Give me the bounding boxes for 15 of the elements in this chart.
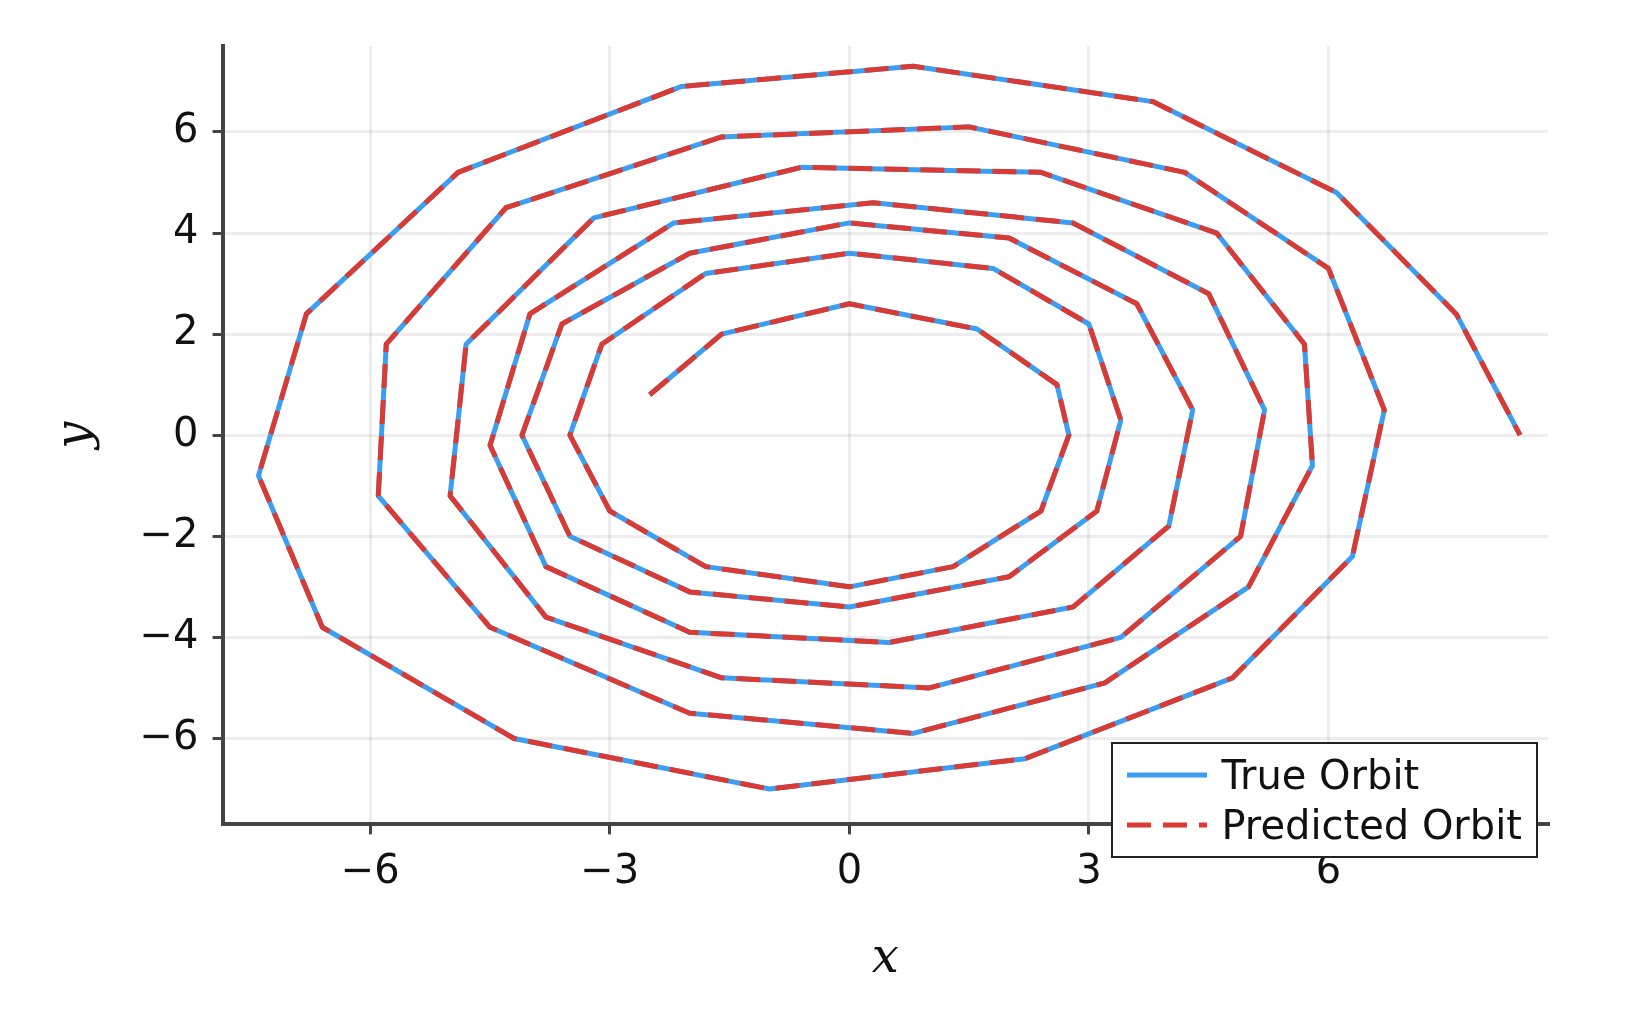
y-tick-label: 6 bbox=[173, 105, 199, 152]
y-tick-label: −2 bbox=[139, 509, 199, 556]
x-axis-title: x bbox=[871, 926, 899, 983]
legend-label: Predicted Orbit bbox=[1221, 801, 1522, 850]
x-tick-label: 0 bbox=[836, 845, 863, 892]
x-tick-label: −6 bbox=[340, 845, 400, 892]
y-tick-label: 0 bbox=[173, 408, 199, 455]
y-tick-label: 2 bbox=[173, 307, 199, 354]
y-tick-label: −6 bbox=[139, 711, 199, 758]
x-tick-label: −3 bbox=[580, 845, 640, 892]
y-tick-label: −4 bbox=[139, 610, 199, 657]
y-tick-label: 4 bbox=[173, 206, 199, 253]
x-tick-label: 3 bbox=[1076, 845, 1102, 892]
legend-label: True Orbit bbox=[1221, 751, 1420, 800]
y-axis-title: y bbox=[44, 420, 101, 451]
